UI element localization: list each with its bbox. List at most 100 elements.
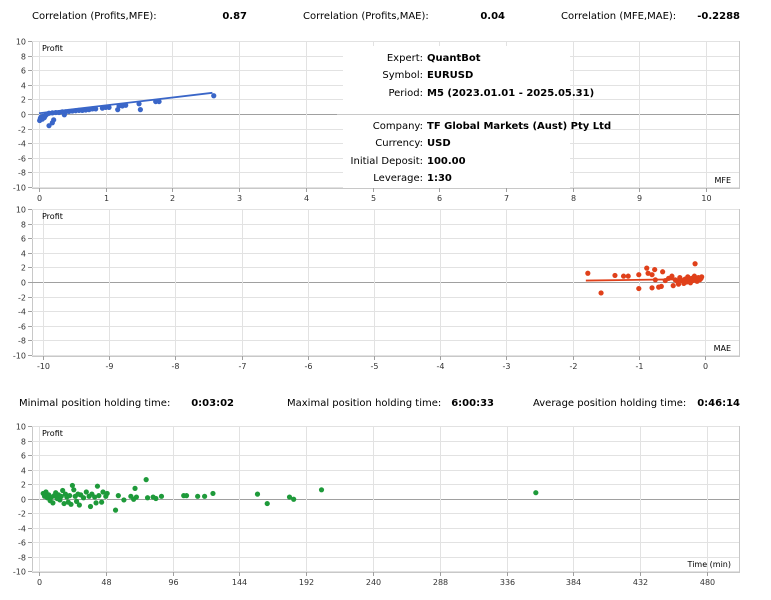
- x-tick-label: 8: [571, 194, 576, 203]
- data-point: [51, 117, 57, 123]
- data-point: [210, 490, 216, 497]
- data-point: [158, 493, 165, 499]
- data-point: [93, 500, 99, 506]
- avg-holding-label: Average position holding time:: [533, 398, 687, 409]
- data-point: [636, 272, 642, 278]
- data-point: [132, 485, 138, 491]
- data-point: [71, 487, 77, 493]
- data-point: [291, 496, 297, 502]
- company-value: TF Global Markets (Aust) Pty Ltd: [427, 121, 612, 132]
- data-point: [658, 283, 664, 289]
- data-point: [652, 266, 658, 273]
- y-tick-label: -8: [18, 337, 26, 346]
- data-point: [649, 272, 655, 278]
- x-tick-label: 6: [437, 194, 442, 203]
- y-tick-label: 6: [21, 67, 26, 76]
- data-point: [144, 495, 151, 501]
- data-point: [87, 503, 94, 510]
- max-holding-value: 6:00:33: [451, 398, 494, 409]
- y-tick-label: 10: [16, 38, 26, 47]
- test-info-box: Expert: QuantBot Symbol: EURUSD Period: M5 …: [337, 46, 611, 188]
- x-tick-label: 432: [633, 578, 648, 587]
- y-tick-label: 0: [21, 279, 26, 288]
- max-holding-label: Maximal position holding time:: [287, 398, 442, 409]
- y-tick-label: 10: [16, 206, 26, 215]
- x-tick-label: 192: [299, 578, 314, 587]
- y-tick-label: 2: [21, 264, 26, 273]
- corr-profit-mae-label: Correlation (Profits,MAE):: [303, 11, 429, 22]
- x-tick-label: 5: [371, 194, 376, 203]
- data-point: [94, 483, 101, 489]
- data-point: [46, 123, 52, 129]
- data-point: [92, 494, 98, 500]
- x-tick-label: 4: [304, 194, 309, 203]
- data-point: [211, 93, 217, 99]
- x-tick-label: 7: [504, 194, 509, 203]
- data-point: [264, 500, 270, 507]
- x-tick-label: 480: [700, 578, 715, 587]
- y-axis-label: Profit: [42, 429, 63, 438]
- data-point: [533, 490, 539, 496]
- x-tick-label: -5: [371, 362, 379, 371]
- y-axis-label: Profit: [42, 44, 63, 53]
- data-point: [195, 493, 201, 499]
- y-tick-label: 4: [21, 467, 26, 476]
- data-point: [143, 477, 149, 483]
- x-axis-label: Time (min): [687, 560, 731, 569]
- data-point: [699, 274, 705, 280]
- data-point: [96, 493, 102, 499]
- data-point: [60, 487, 66, 494]
- data-point: [660, 269, 666, 275]
- x-tick-label: 0: [703, 362, 708, 371]
- leverage-label: Leverage:: [373, 173, 423, 184]
- y-tick-label: 8: [21, 53, 26, 62]
- data-point: [645, 270, 651, 276]
- x-tick-label: 10: [701, 194, 711, 203]
- corr-mfe-mae-label: Correlation (MFE,MAE):: [561, 11, 677, 22]
- x-tick-label: -8: [172, 362, 180, 371]
- x-tick-label: 240: [366, 578, 381, 587]
- data-point: [598, 290, 604, 296]
- y-tick-label: 4: [21, 82, 26, 91]
- data-point: [254, 491, 261, 497]
- data-point: [121, 497, 127, 503]
- y-tick-label: 0: [21, 496, 26, 505]
- y-tick-label: -10: [13, 568, 26, 577]
- min-holding-value: 0:03:02: [191, 398, 234, 409]
- data-point: [692, 261, 698, 267]
- x-tick-label: 336: [500, 578, 515, 587]
- data-point: [68, 501, 74, 507]
- deposit-value: 100.00: [427, 156, 466, 167]
- data-point: [67, 493, 73, 499]
- data-point: [153, 495, 159, 502]
- y-tick-label: -4: [18, 525, 26, 534]
- x-tick-label: 288: [433, 578, 448, 587]
- y-tick-label: 8: [21, 438, 26, 447]
- data-point: [61, 500, 67, 507]
- data-point: [99, 499, 105, 505]
- x-tick-label: -6: [305, 362, 313, 371]
- data-point: [50, 500, 56, 506]
- x-axis-label: MFE: [714, 176, 731, 185]
- data-point: [106, 104, 112, 111]
- data-point: [612, 272, 618, 279]
- data-point: [69, 482, 75, 489]
- y-tick-label: -10: [13, 184, 26, 193]
- data-point: [669, 273, 675, 279]
- trend-line: [38, 91, 213, 115]
- x-axis-label: MAE: [714, 344, 731, 353]
- corr-profit-mfe-label: Correlation (Profits,MFE):: [32, 11, 157, 22]
- data-point: [83, 489, 89, 495]
- x-tick-label: 3: [237, 194, 242, 203]
- x-tick-label: 2: [170, 194, 175, 203]
- expert-value: QuantBot: [427, 53, 481, 64]
- y-tick-label: 4: [21, 250, 26, 259]
- x-tick-label: 9: [637, 194, 642, 203]
- trend-line: [585, 278, 699, 282]
- currency-label: Currency:: [375, 138, 423, 149]
- period-value: M5 (2023.01.01 - 2025.05.31): [427, 88, 595, 99]
- x-tick-label: 384: [566, 578, 581, 587]
- x-tick-label: 48: [101, 578, 111, 587]
- data-point: [649, 285, 655, 291]
